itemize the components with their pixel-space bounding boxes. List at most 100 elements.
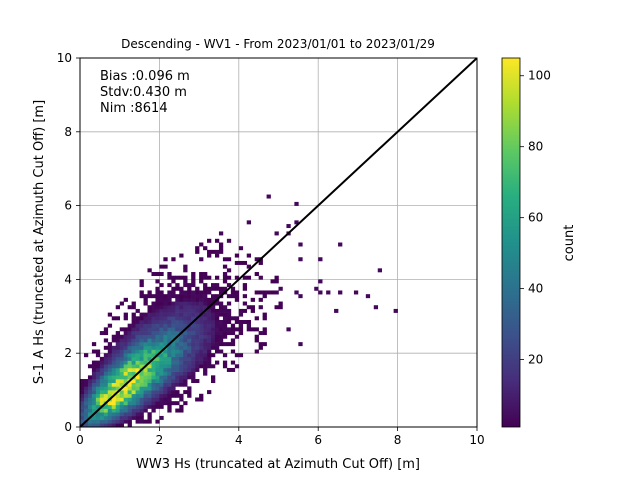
heatmap-cell: [179, 379, 184, 384]
heatmap-cell: [103, 331, 109, 336]
heatmap-cell: [131, 301, 136, 306]
heatmap-cell: [175, 312, 180, 317]
heatmap-cell: [203, 371, 208, 376]
heatmap-cell: [203, 323, 208, 328]
heatmap-cell: [187, 301, 192, 306]
heatmap-cell: [226, 327, 232, 332]
colorbar-gradient: [501, 57, 521, 428]
heatmap-cell: [127, 367, 132, 372]
heatmap-cell: [99, 364, 105, 369]
heatmap-cell: [111, 353, 117, 358]
heatmap-cell: [135, 353, 140, 358]
heatmap-cell: [199, 356, 204, 361]
heatmap-cell: [131, 412, 136, 417]
heatmap-cell: [218, 312, 224, 317]
heatmap-cell: [171, 356, 176, 361]
heatmap-cell: [155, 397, 160, 402]
heatmap-cell: [131, 319, 136, 324]
heatmap-cell: [230, 331, 236, 336]
heatmap-cell: [207, 316, 212, 321]
heatmap-cell: [83, 390, 89, 395]
heatmap-cell: [80, 386, 85, 391]
heatmap-cell: [218, 342, 224, 347]
heatmap-cell: [203, 305, 208, 310]
heatmap-cell: [191, 301, 196, 306]
heatmap-cell: [203, 316, 208, 321]
heatmap-cell: [103, 386, 109, 391]
heatmap-cell: [250, 327, 255, 332]
heatmap-cell: [119, 327, 124, 332]
heatmap-cell: [163, 294, 168, 299]
heatmap-cell: [111, 386, 117, 391]
heatmap-cell: [135, 412, 140, 417]
heatmap-cell: [119, 390, 124, 395]
heatmap-cell: [191, 279, 196, 284]
heatmap-cell: [179, 338, 184, 343]
heatmap-cell: [167, 379, 172, 384]
heatmap-cell: [87, 404, 93, 409]
heatmap-cell: [230, 316, 236, 321]
heatmap-cell: [99, 390, 105, 395]
heatmap-cell: [278, 301, 283, 306]
heatmap-cell: [274, 290, 279, 295]
heatmap-cell: [111, 356, 117, 361]
heatmap-cell: [199, 275, 204, 280]
heatmap-cell: [171, 342, 176, 347]
heatmap-cell: [179, 371, 184, 376]
heatmap-cell: [127, 375, 132, 380]
heatmap-cell: [135, 334, 140, 339]
heatmap-cell: [115, 305, 120, 310]
heatmap-cell: [175, 382, 180, 387]
heatmap-cell: [143, 397, 148, 402]
heatmap-cell: [159, 367, 164, 372]
one-to-one-line: [80, 58, 477, 427]
heatmap-cell: [195, 334, 200, 339]
heatmap-cell: [80, 397, 85, 402]
heatmap-cell: [175, 360, 180, 365]
heatmap-cell: [222, 316, 228, 321]
heatmap-cell: [155, 386, 160, 391]
heatmap-cell: [147, 334, 152, 339]
heatmap-cell: [115, 367, 120, 372]
heatmap-cell: [163, 308, 168, 313]
heatmap-cell: [151, 323, 156, 328]
heatmap-cell: [191, 316, 196, 321]
heatmap-cell: [199, 334, 204, 339]
heatmap-cell: [179, 305, 184, 310]
heatmap-cell: [338, 242, 343, 247]
heatmap-cell: [155, 272, 160, 277]
heatmap-cell: [167, 338, 172, 343]
heatmap-cell: [254, 316, 259, 321]
heatmap-cell: [183, 382, 188, 387]
heatmap-cell: [143, 356, 148, 361]
heatmap-cell: [155, 301, 160, 306]
heatmap-cell: [171, 331, 176, 336]
heatmap-cell: [139, 353, 144, 358]
heatmap-cell: [338, 290, 343, 295]
heatmap-cell: [159, 371, 164, 376]
heatmap-cell: [187, 371, 192, 376]
heatmap-cell: [171, 316, 176, 321]
heatmap-cell: [187, 342, 192, 347]
heatmap-cell: [143, 360, 148, 365]
heatmap-cell: [195, 308, 200, 313]
heatmap-cell: [87, 386, 93, 391]
heatmap-cell: [143, 419, 148, 424]
heatmap-cell: [127, 390, 132, 395]
heatmap-cell: [111, 379, 117, 384]
heatmap-cell: [159, 393, 164, 398]
heatmap-cell: [111, 316, 117, 321]
heatmap-cell: [139, 331, 144, 336]
heatmap-cell: [246, 323, 252, 328]
heatmap-cell: [214, 334, 220, 339]
heatmap-cell: [151, 349, 156, 354]
heatmap-cell: [211, 323, 216, 328]
heatmap-cell: [373, 305, 379, 310]
heatmap-cell: [159, 386, 164, 391]
heatmap-cell: [143, 379, 148, 384]
heatmap-cell: [159, 375, 164, 380]
heatmap-cell: [234, 319, 240, 324]
heatmap-cell: [274, 275, 279, 280]
heatmap-cell: [214, 286, 220, 291]
heatmap-cell: [171, 360, 176, 365]
